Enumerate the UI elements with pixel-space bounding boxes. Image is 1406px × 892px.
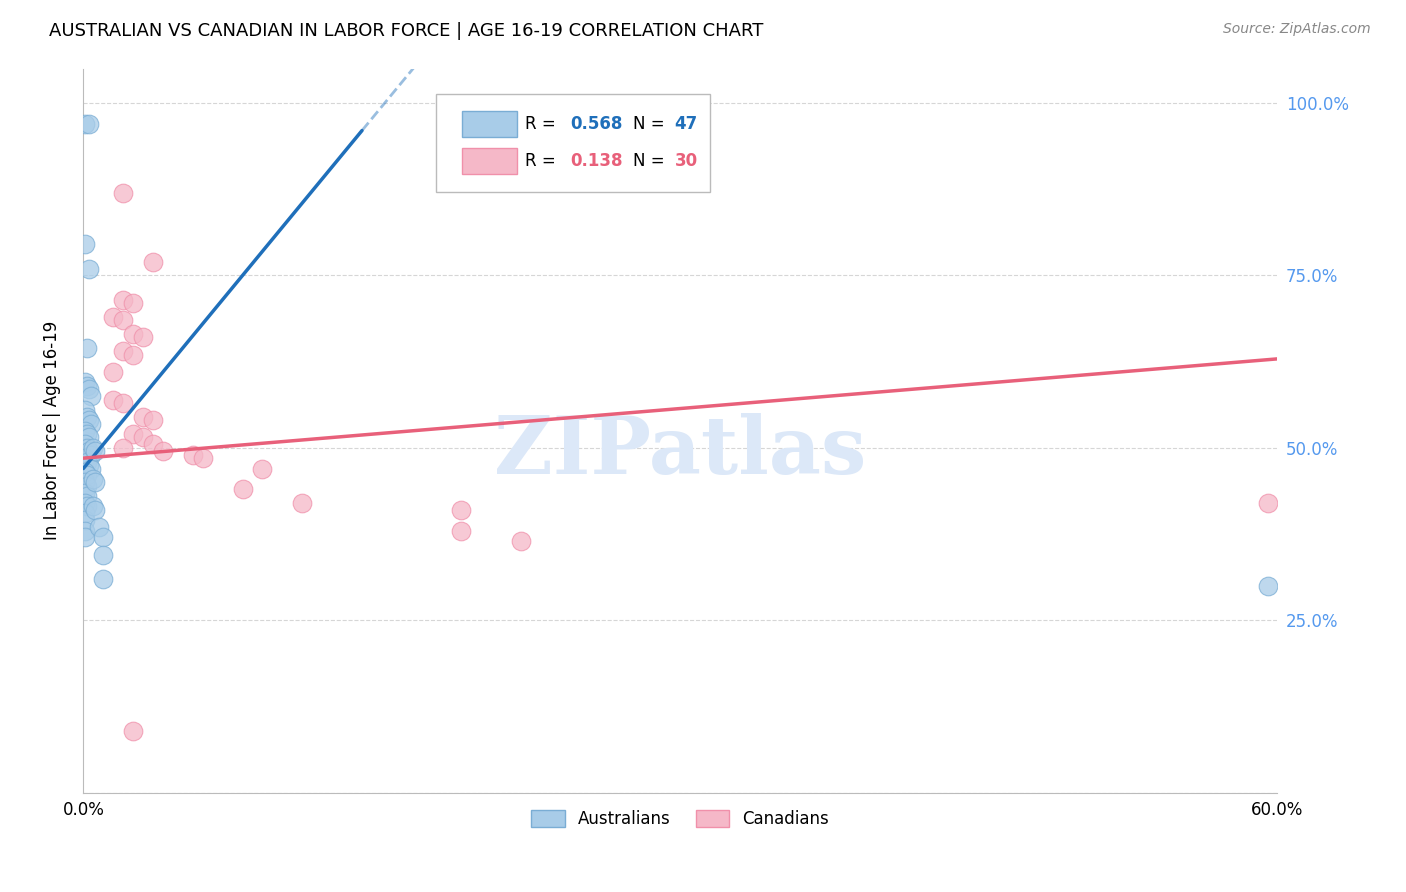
Point: [75, 475, 97, 490]
Point: [142, 254, 165, 268]
Text: 47: 47: [675, 115, 697, 133]
Text: N =: N =: [633, 115, 664, 133]
Text: AUSTRALIAN VS CANADIAN IN LABOR FORCE | AGE 16-19 CORRELATION CHART: AUSTRALIAN VS CANADIAN IN LABOR FORCE | …: [49, 22, 763, 40]
Text: N =: N =: [633, 153, 664, 170]
Point: [76, 409, 98, 424]
Point: [75, 531, 97, 545]
Point: [142, 413, 165, 427]
Point: [76, 441, 98, 455]
Point: [79, 444, 101, 458]
Point: [91, 548, 114, 562]
Point: [76, 427, 98, 442]
Point: [75, 437, 97, 451]
Point: [122, 723, 145, 738]
Point: [76, 468, 98, 483]
Point: [1257, 496, 1279, 510]
Point: [103, 310, 125, 324]
Point: [75, 496, 97, 510]
Point: [103, 365, 125, 379]
Point: [232, 482, 254, 496]
Text: 30: 30: [675, 153, 697, 170]
Point: [75, 424, 97, 438]
Point: [80, 448, 103, 462]
Point: [142, 437, 165, 451]
Point: [76, 378, 98, 392]
Point: [181, 448, 204, 462]
Point: [75, 485, 97, 500]
Point: [112, 441, 135, 455]
Point: [122, 348, 145, 362]
Point: [122, 326, 145, 341]
Point: [75, 524, 97, 538]
Point: [76, 500, 98, 514]
Point: [75, 237, 97, 252]
Point: [82, 472, 104, 486]
FancyBboxPatch shape: [463, 148, 517, 174]
Point: [82, 441, 104, 455]
Point: [79, 261, 101, 276]
Point: [112, 186, 135, 200]
Point: [191, 451, 214, 466]
Point: [79, 413, 101, 427]
Point: [75, 117, 97, 131]
Point: [112, 293, 135, 307]
Point: [76, 341, 98, 355]
Point: [91, 572, 114, 586]
Point: [291, 496, 314, 510]
Text: R =: R =: [526, 153, 555, 170]
Text: R =: R =: [526, 115, 555, 133]
Point: [132, 409, 155, 424]
Point: [103, 392, 125, 407]
Point: [450, 524, 472, 538]
Point: [75, 376, 97, 390]
Point: [152, 444, 174, 458]
Point: [132, 430, 155, 444]
Point: [75, 403, 97, 417]
Point: [89, 520, 111, 534]
Point: [76, 479, 98, 493]
Point: [80, 461, 103, 475]
Point: [79, 458, 101, 472]
Point: [76, 455, 98, 469]
Point: [122, 296, 145, 310]
Point: [84, 444, 107, 458]
Point: [112, 344, 135, 359]
FancyBboxPatch shape: [463, 112, 517, 137]
Point: [450, 503, 472, 517]
FancyBboxPatch shape: [436, 94, 710, 192]
Point: [84, 503, 107, 517]
Point: [79, 382, 101, 396]
Point: [75, 451, 97, 466]
Point: [132, 330, 155, 344]
Point: [510, 533, 533, 548]
Text: 0.568: 0.568: [571, 115, 623, 133]
Point: [76, 489, 98, 503]
Text: Source: ZipAtlas.com: Source: ZipAtlas.com: [1223, 22, 1371, 37]
Legend: Australians, Canadians: Australians, Canadians: [524, 804, 837, 835]
Point: [79, 430, 101, 444]
Point: [112, 396, 135, 410]
Point: [75, 465, 97, 479]
Point: [79, 117, 101, 131]
Point: [84, 475, 107, 490]
Point: [75, 513, 97, 527]
Point: [252, 461, 274, 475]
Point: [80, 417, 103, 431]
Point: [82, 500, 104, 514]
Point: [75, 506, 97, 520]
Text: 0.138: 0.138: [571, 153, 623, 170]
Point: [80, 389, 103, 403]
Point: [122, 427, 145, 442]
Text: ZIPatlas: ZIPatlas: [495, 413, 866, 491]
Point: [112, 313, 135, 327]
Point: [91, 531, 114, 545]
Y-axis label: In Labor Force | Age 16-19: In Labor Force | Age 16-19: [44, 321, 60, 541]
Point: [1257, 579, 1279, 593]
